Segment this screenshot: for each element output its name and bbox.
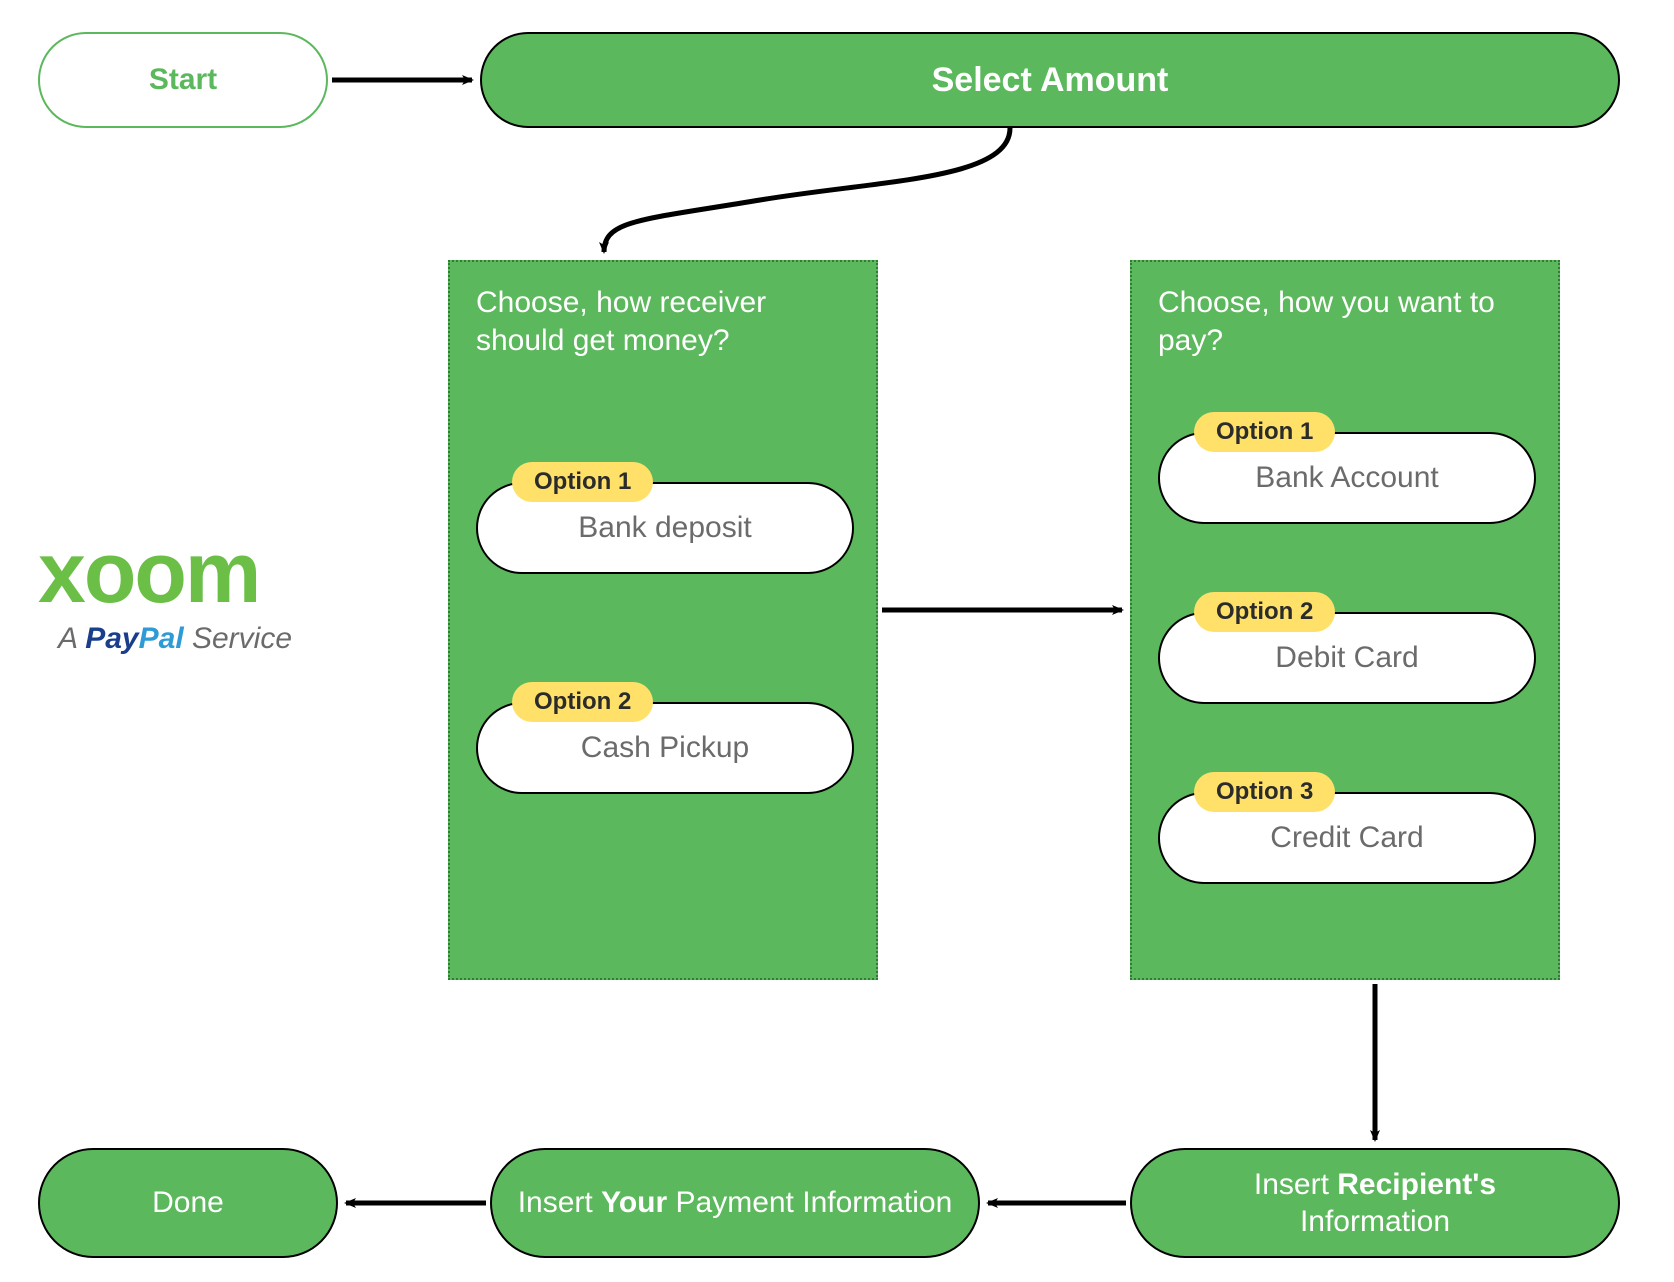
logo-sub-suffix: Service [184,622,292,655]
your-payment-post: Payment Information [667,1186,952,1219]
recipient-info-node: Insert Recipient's Information [1130,1148,1620,1258]
your-payment-text: Insert Your Payment Information [518,1184,953,1222]
done-label: Done [152,1186,224,1220]
start-label: Start [149,63,217,97]
logo-sub-text: A PayPal Service [38,622,408,656]
option-badge: Option 1 [512,462,653,502]
pay-panel: Choose, how you want to pay? Option 1 Ba… [1130,260,1560,980]
receiver-panel: Choose, how receiver should get money? O… [448,260,878,980]
option-label: Bank Account [1255,461,1438,495]
receiver-panel-title: Choose, how receiver should get money? [450,262,876,371]
recipient-post: Information [1300,1205,1450,1238]
option-label: Cash Pickup [581,731,749,765]
your-payment-node: Insert Your Payment Information [490,1148,980,1258]
option-label: Debit Card [1275,641,1418,675]
your-payment-pre: Insert [518,1186,601,1219]
logo-paypal-pal: Pal [139,622,184,655]
select-amount-label: Select Amount [932,61,1169,100]
your-payment-bold: Your [601,1186,667,1219]
done-node: Done [38,1148,338,1258]
option-badge: Option 3 [1194,772,1335,812]
flowchart-canvas: Start Select Amount Choose, how receiver… [0,0,1674,1282]
pay-option-3: Option 3 Credit Card [1158,772,1536,884]
select-amount-node: Select Amount [480,32,1620,128]
recipient-info-text: Insert Recipient's Information [1254,1166,1496,1241]
start-node: Start [38,32,328,128]
option-badge: Option 2 [512,682,653,722]
recipient-pre: Insert [1254,1168,1337,1201]
option-label: Credit Card [1270,821,1423,855]
receiver-option-1: Option 1 Bank deposit [476,462,854,574]
logo-main-text: xoom [38,530,408,616]
edge-select-to-receiver [604,128,1010,252]
logo-paypal-pay: Pay [85,622,138,655]
option-badge: Option 1 [1194,412,1335,452]
pay-panel-title: Choose, how you want to pay? [1132,262,1558,371]
receiver-option-2: Option 2 Cash Pickup [476,682,854,794]
option-badge: Option 2 [1194,592,1335,632]
pay-option-1: Option 1 Bank Account [1158,412,1536,524]
pay-option-2: Option 2 Debit Card [1158,592,1536,704]
recipient-bold: Recipient's [1337,1168,1496,1201]
xoom-logo: xoom A PayPal Service [38,530,408,700]
logo-sub-prefix: A [58,622,85,655]
option-label: Bank deposit [578,511,751,545]
